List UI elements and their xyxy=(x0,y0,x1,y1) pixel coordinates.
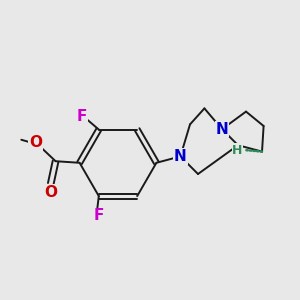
Text: N: N xyxy=(216,122,228,137)
Text: O: O xyxy=(44,185,57,200)
Text: F: F xyxy=(94,208,104,224)
Text: O: O xyxy=(29,136,42,151)
Text: F: F xyxy=(76,109,87,124)
Text: H: H xyxy=(232,143,243,157)
Text: N: N xyxy=(174,149,187,164)
